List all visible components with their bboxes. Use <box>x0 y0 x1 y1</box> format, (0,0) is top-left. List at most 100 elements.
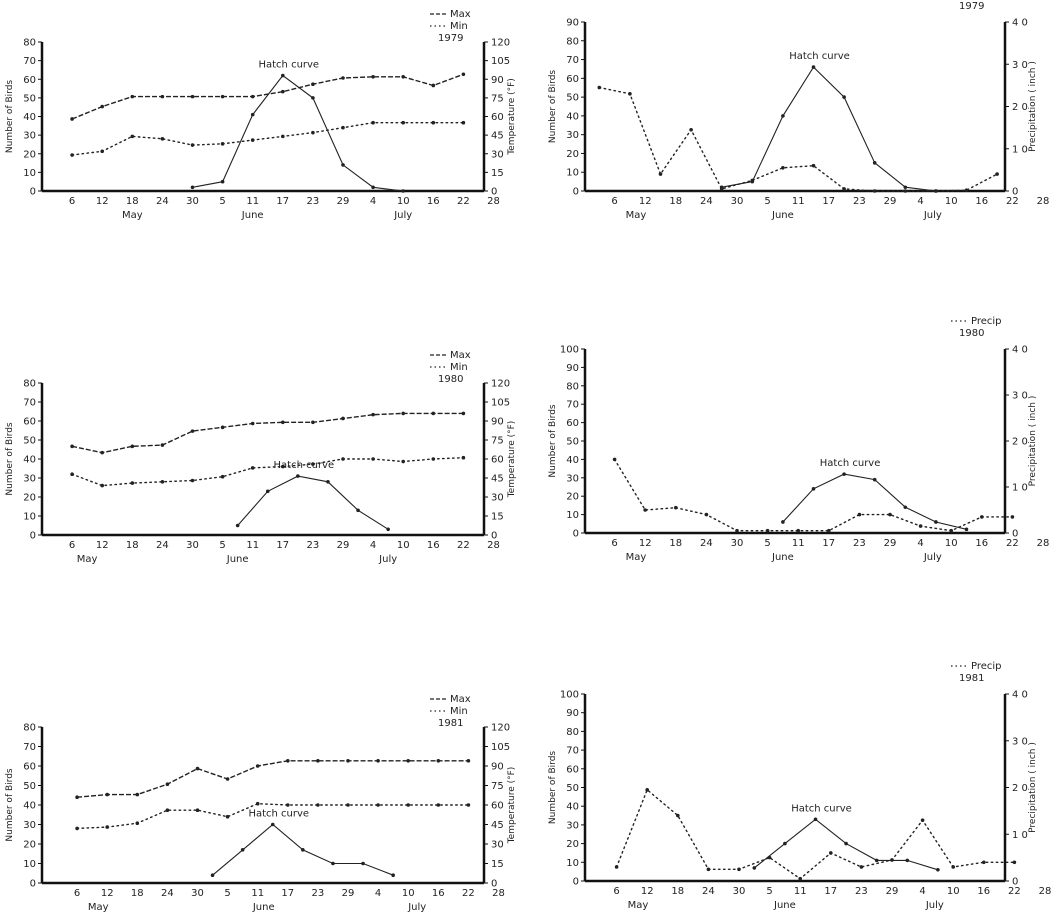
x-tick-label: 5 <box>219 196 225 207</box>
y-tick-label: 20 <box>566 149 579 160</box>
y-tick-label: 70 <box>566 55 579 66</box>
y2-axis-title: Temperature (°F) <box>507 421 517 499</box>
data-point <box>311 96 315 100</box>
y2-tick-label: 15 <box>491 168 504 179</box>
data-point <box>431 83 436 88</box>
data-point <box>100 104 104 109</box>
data-point <box>210 873 215 877</box>
legend-label: Max <box>450 9 471 20</box>
y2-tick-label: 45 <box>491 131 504 142</box>
series-line-hatch-curve <box>192 74 404 192</box>
y-axis-title: Number of Birds <box>5 422 15 495</box>
month-label: July <box>407 902 426 913</box>
y2-tick-label: 1 0 <box>1012 830 1028 841</box>
data-point <box>376 803 380 807</box>
data-point <box>296 474 300 478</box>
data-point <box>436 759 441 763</box>
data-point <box>811 487 816 491</box>
data-point <box>100 450 104 455</box>
data-point <box>466 759 471 763</box>
y2-axis-title: Temperature (°F) <box>507 78 517 156</box>
data-point <box>936 867 940 872</box>
data-point <box>255 764 260 768</box>
data-point <box>461 72 466 77</box>
series-line-precip <box>615 788 1016 880</box>
series-line-max <box>77 760 469 798</box>
data-point <box>859 865 864 869</box>
data-point <box>614 865 619 869</box>
data-point <box>371 185 375 190</box>
data-point <box>70 153 74 157</box>
data-point <box>628 92 632 96</box>
y-tick-label: 60 <box>23 762 36 773</box>
data-point <box>949 528 953 533</box>
y2-tick-label: 3 0 <box>1012 736 1028 747</box>
y-tick-label: 60 <box>23 417 36 428</box>
x-tick-label: 30 <box>731 196 744 207</box>
y-tick-label: 70 <box>566 400 579 411</box>
x-tick-label: 28 <box>1039 886 1052 897</box>
year-label: 1979 <box>438 33 463 44</box>
x-tick-label: 23 <box>853 538 866 549</box>
data-point <box>842 472 846 476</box>
data-point <box>250 138 255 142</box>
data-point <box>798 876 802 881</box>
data-point <box>750 179 755 184</box>
y-tick-label: 10 <box>23 168 36 179</box>
data-point <box>75 795 79 799</box>
y2-tick-label: 45 <box>491 820 504 831</box>
x-tick-label: 24 <box>700 196 713 207</box>
x-tick-label: 16 <box>977 886 990 897</box>
x-tick-label: 18 <box>669 196 682 207</box>
data-point <box>70 472 74 477</box>
data-point <box>844 841 848 846</box>
y-tick-label: 60 <box>566 764 579 775</box>
data-point <box>361 861 365 866</box>
y-tick-label: 70 <box>23 742 36 753</box>
y-tick-label: 90 <box>566 363 579 374</box>
series-line-min <box>76 802 470 830</box>
year-label: 1981 <box>959 673 984 684</box>
x-tick-label: 17 <box>824 886 837 897</box>
data-point <box>401 74 406 79</box>
data-point <box>105 792 109 797</box>
x-tick-label: 24 <box>156 540 169 551</box>
y-tick-label: 10 <box>566 168 579 179</box>
y-tick-label: 30 <box>566 130 579 141</box>
data-point <box>281 134 285 139</box>
y-tick-label: 20 <box>566 839 579 850</box>
data-point <box>658 172 663 176</box>
y2-tick-label: 75 <box>491 781 504 792</box>
data-point <box>250 421 255 426</box>
y-tick-label: 20 <box>23 493 36 504</box>
y2-tick-label: 30 <box>491 840 504 851</box>
x-tick-label: 11 <box>794 886 807 897</box>
x-tick-label: 16 <box>975 196 988 207</box>
x-tick-label: 6 <box>613 886 619 897</box>
data-point <box>346 803 350 807</box>
y2-tick-label: 4 0 <box>1012 345 1028 356</box>
data-point <box>842 187 846 191</box>
x-tick-label: 4 <box>370 540 376 551</box>
data-point <box>872 161 877 165</box>
data-point <box>431 457 436 461</box>
data-point <box>781 114 785 118</box>
y-tick-label: 0 <box>30 531 36 542</box>
y2-tick-label: 90 <box>491 417 504 428</box>
month-label: June <box>241 210 264 221</box>
y-tick-label: 50 <box>566 783 579 794</box>
month-label: June <box>226 554 249 565</box>
y-tick-label: 80 <box>566 727 579 738</box>
data-point <box>934 520 938 524</box>
x-tick-label: 6 <box>74 888 80 899</box>
x-tick-label: 11 <box>251 888 264 899</box>
y2-tick-label: 0 <box>491 531 497 542</box>
data-point <box>783 841 787 846</box>
data-point <box>781 165 785 170</box>
data-point <box>386 527 390 532</box>
month-label: May <box>88 902 109 913</box>
y2-tick-label: 105 <box>491 398 510 409</box>
y-tick-label: 100 <box>560 690 579 701</box>
data-point <box>130 444 135 449</box>
x-tick-label: 18 <box>126 196 139 207</box>
